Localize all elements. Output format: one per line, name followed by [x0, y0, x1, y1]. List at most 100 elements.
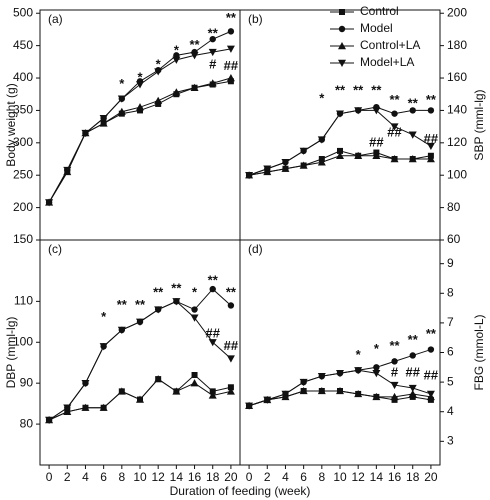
marker — [336, 151, 344, 159]
marker — [390, 155, 399, 163]
x-tick-label: 0 — [46, 470, 53, 484]
marker — [81, 403, 90, 411]
series-line — [48, 80, 231, 203]
series-line — [248, 109, 432, 176]
annotation: ** — [171, 281, 182, 296]
y-tick-label: 60 — [447, 232, 461, 246]
panel-label: (b) — [248, 12, 263, 26]
marker — [190, 314, 199, 322]
marker — [372, 392, 381, 401]
x-tick-label: 2 — [64, 470, 71, 484]
y-tick-label: 4 — [447, 404, 454, 418]
marker — [372, 107, 381, 115]
marker — [154, 68, 163, 76]
annotation: ** — [389, 338, 400, 353]
marker — [263, 165, 272, 173]
y-tick-label: 200 — [447, 5, 467, 19]
x-tick-label: 16 — [388, 470, 402, 484]
marker — [390, 381, 399, 390]
annotation: ## — [369, 134, 384, 149]
marker — [136, 103, 144, 111]
marker — [136, 81, 144, 89]
marker — [99, 403, 108, 411]
marker — [227, 302, 235, 309]
marker — [338, 42, 346, 50]
annotation: * — [101, 309, 107, 324]
panel-frame — [239, 239, 441, 466]
y-tick-label: 200 — [13, 200, 33, 214]
x-tick-label: 0 — [246, 470, 253, 484]
marker — [354, 107, 363, 115]
y-tick-label: 100 — [447, 167, 467, 181]
marker — [245, 402, 254, 410]
marker — [372, 151, 381, 159]
annotation: ** — [335, 82, 346, 97]
marker — [63, 166, 72, 175]
annotation: * — [356, 347, 362, 362]
x-tick-label: 14 — [170, 470, 184, 484]
annotation: # — [391, 365, 399, 380]
annotation: ** — [426, 92, 437, 107]
y-tick-label: 5 — [447, 374, 454, 388]
marker — [227, 78, 234, 85]
y-axis-label: Body weight (g) — [4, 83, 18, 166]
x-tick-label: 10 — [333, 470, 347, 484]
annotation: ** — [208, 25, 219, 40]
marker — [154, 306, 163, 314]
marker — [354, 389, 363, 398]
y-tick-label: 110 — [14, 294, 33, 308]
marker — [117, 95, 126, 103]
marker — [426, 155, 435, 163]
y-tick-label: 350 — [13, 103, 33, 117]
marker — [390, 392, 399, 401]
marker — [117, 107, 126, 115]
annotation: ## — [405, 365, 420, 380]
marker — [209, 35, 216, 43]
marker — [299, 378, 308, 387]
annotation: * — [374, 341, 380, 356]
marker — [191, 306, 198, 313]
marker — [317, 386, 326, 395]
y-tick-label: 300 — [13, 135, 33, 149]
marker — [336, 370, 344, 378]
annotation: ** — [153, 285, 164, 300]
series-line — [48, 77, 232, 203]
marker — [408, 389, 417, 398]
y-tick-label: 90 — [20, 375, 34, 389]
marker — [408, 131, 417, 139]
marker — [226, 387, 235, 395]
marker — [117, 326, 126, 334]
x-axis-label: Duration of feeding (week) — [170, 484, 311, 498]
y-tick-label: 400 — [13, 70, 33, 84]
marker — [81, 379, 90, 388]
annotation: * — [156, 57, 162, 72]
y-tick-label: 160 — [447, 70, 467, 84]
marker — [154, 96, 163, 104]
x-tick-label: 12 — [352, 470, 366, 484]
annotation: * — [137, 69, 143, 84]
annotation: ** — [135, 297, 146, 312]
marker — [373, 364, 380, 371]
marker — [226, 45, 235, 53]
marker — [338, 25, 346, 33]
marker — [390, 123, 399, 131]
marker — [409, 107, 416, 114]
marker — [208, 48, 217, 57]
y-tick-label: 80 — [447, 200, 461, 214]
series-line — [48, 30, 232, 203]
panel-label: (d) — [248, 242, 263, 256]
marker — [208, 339, 217, 347]
marker — [117, 387, 126, 395]
marker — [426, 142, 435, 151]
x-tick-label: 16 — [188, 470, 202, 484]
x-tick-label: 20 — [424, 470, 438, 484]
marker — [263, 396, 272, 404]
marker — [190, 83, 199, 91]
panel-frame — [39, 9, 241, 241]
marker — [172, 56, 181, 64]
marker — [99, 114, 108, 123]
y-tick-label: 500 — [13, 5, 33, 19]
x-tick-label: 8 — [318, 470, 325, 484]
marker — [354, 151, 363, 159]
annotation: ** — [371, 82, 382, 97]
